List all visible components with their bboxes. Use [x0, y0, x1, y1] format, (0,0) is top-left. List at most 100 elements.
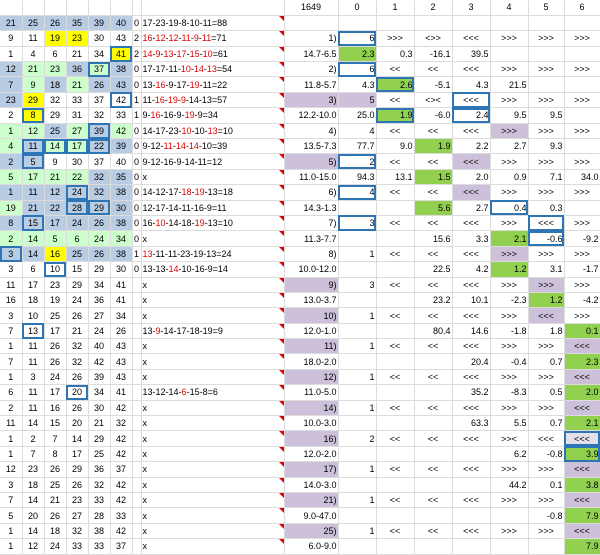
number-cell[interactable]: 14: [22, 415, 45, 432]
number-cell[interactable]: 43: [110, 353, 133, 370]
result-cell-3[interactable]: [452, 15, 491, 32]
number-cell[interactable]: 20: [22, 507, 45, 524]
result-cell-0[interactable]: 1: [338, 307, 377, 324]
hit-count-cell[interactable]: 1: [132, 246, 142, 263]
result-cell-6[interactable]: >>>: [564, 215, 600, 232]
number-cell[interactable]: 18: [44, 76, 67, 93]
number-cell[interactable]: 43: [110, 76, 133, 93]
result-cell-2[interactable]: 23.2: [414, 292, 453, 309]
number-cell[interactable]: 4: [22, 46, 45, 63]
result-cell-1[interactable]: 9.0: [376, 138, 415, 155]
sequence-cell[interactable]: x: [141, 169, 285, 186]
sequence-cell[interactable]: x: [141, 230, 285, 247]
result-cell-2[interactable]: [414, 507, 453, 524]
hit-count-cell[interactable]: 0: [132, 215, 142, 232]
range-cell[interactable]: 6): [284, 184, 339, 201]
number-cell[interactable]: 37: [110, 538, 133, 555]
sequence-cell[interactable]: 16-10-14-18-19-13=10: [141, 215, 285, 232]
result-cell-6[interactable]: >>>: [564, 246, 600, 263]
result-cell-5[interactable]: 0.3: [528, 200, 565, 216]
number-cell[interactable]: 26: [44, 507, 67, 524]
result-cell-0[interactable]: [338, 323, 377, 340]
result-cell-1[interactable]: <<: [376, 523, 415, 540]
result-cell-1[interactable]: [376, 538, 415, 555]
number-cell[interactable]: 9: [0, 30, 23, 47]
number-cell[interactable]: 14: [22, 246, 45, 263]
range-cell[interactable]: 6.0-9.0: [284, 538, 339, 555]
result-cell-1[interactable]: <<: [376, 277, 415, 293]
hit-count-cell[interactable]: [132, 384, 142, 401]
result-cell-3[interactable]: <<<: [452, 307, 491, 324]
result-cell-1[interactable]: [376, 384, 415, 401]
number-cell[interactable]: 42: [110, 123, 133, 140]
number-cell[interactable]: 1: [0, 523, 23, 540]
number-cell[interactable]: 21: [66, 76, 89, 93]
result-cell-6[interactable]: 3.8: [564, 477, 600, 494]
header-empty-cell[interactable]: [141, 0, 285, 16]
result-cell-4[interactable]: 9.5: [490, 107, 529, 124]
number-cell[interactable]: 42: [88, 353, 111, 370]
header-count-cell[interactable]: 1649: [284, 0, 339, 16]
hit-count-cell[interactable]: [132, 400, 142, 417]
number-cell[interactable]: 1: [0, 430, 23, 447]
result-cell-0[interactable]: [338, 538, 377, 555]
number-cell[interactable]: 34: [88, 46, 111, 63]
result-cell-5[interactable]: 9.3: [528, 138, 565, 155]
number-cell[interactable]: 17: [66, 138, 89, 155]
result-cell-2[interactable]: 1.9: [414, 138, 453, 155]
number-cell[interactable]: 30: [88, 30, 111, 47]
result-cell-3[interactable]: <<<: [452, 338, 491, 355]
result-cell-6[interactable]: >>>: [564, 61, 600, 78]
number-cell[interactable]: 41: [110, 46, 133, 63]
result-cell-3[interactable]: [452, 446, 491, 463]
result-cell-4[interactable]: >>>: [490, 61, 529, 78]
result-cell-1[interactable]: [376, 230, 415, 247]
result-cell-5[interactable]: 1.2: [528, 292, 565, 309]
result-cell-1[interactable]: [376, 292, 415, 309]
number-cell[interactable]: 19: [44, 292, 67, 309]
number-cell[interactable]: 2: [0, 230, 23, 247]
result-cell-4[interactable]: [490, 507, 529, 524]
header-empty-cell[interactable]: [22, 0, 45, 16]
number-cell[interactable]: 17: [44, 215, 67, 232]
result-cell-3[interactable]: 63.3: [452, 415, 491, 432]
hit-count-cell[interactable]: 0: [132, 15, 142, 32]
result-cell-4[interactable]: >>>: [490, 369, 529, 386]
number-cell[interactable]: 26: [88, 215, 111, 232]
result-cell-3[interactable]: <<<: [452, 246, 491, 263]
hit-count-cell[interactable]: [132, 277, 142, 293]
result-cell-2[interactable]: <<: [414, 123, 453, 140]
result-cell-5[interactable]: <<<: [528, 215, 565, 232]
header-empty-cell[interactable]: [132, 0, 142, 16]
result-cell-6[interactable]: >>>: [564, 307, 600, 324]
number-cell[interactable]: 11: [0, 277, 23, 293]
result-cell-3[interactable]: 2.0: [452, 169, 491, 186]
result-cell-5[interactable]: 7.1: [528, 169, 565, 186]
sequence-cell[interactable]: 13-9-14-17-18-19=9: [141, 323, 285, 340]
number-cell[interactable]: 32: [110, 415, 133, 432]
result-cell-4[interactable]: 2.7: [490, 138, 529, 155]
number-cell[interactable]: 27: [66, 507, 89, 524]
hit-count-cell[interactable]: 1: [132, 92, 142, 109]
number-cell[interactable]: 23: [22, 461, 45, 478]
result-cell-4[interactable]: -2.3: [490, 292, 529, 309]
result-cell-0[interactable]: [338, 200, 377, 216]
hit-count-cell[interactable]: 0: [132, 261, 142, 278]
range-cell[interactable]: 11.8-5.7: [284, 76, 339, 93]
number-cell[interactable]: 40: [88, 338, 111, 355]
result-cell-3[interactable]: <<<: [452, 184, 491, 201]
result-cell-2[interactable]: 80.4: [414, 323, 453, 340]
result-cell-5[interactable]: <<<: [528, 307, 565, 324]
sequence-cell[interactable]: 12-17-14-11-16-9=11: [141, 200, 285, 216]
result-cell-6[interactable]: 2.0: [564, 384, 600, 401]
result-cell-1[interactable]: 1.9: [376, 107, 415, 124]
number-cell[interactable]: 42: [110, 446, 133, 463]
result-cell-6[interactable]: [564, 76, 600, 93]
result-cell-2[interactable]: <<: [414, 492, 453, 509]
result-cell-6[interactable]: [564, 15, 600, 32]
result-cell-3[interactable]: 14.6: [452, 323, 491, 340]
result-cell-1[interactable]: <<: [376, 153, 415, 170]
result-cell-1[interactable]: [376, 15, 415, 32]
number-cell[interactable]: 42: [110, 430, 133, 447]
number-cell[interactable]: 12: [0, 61, 23, 78]
